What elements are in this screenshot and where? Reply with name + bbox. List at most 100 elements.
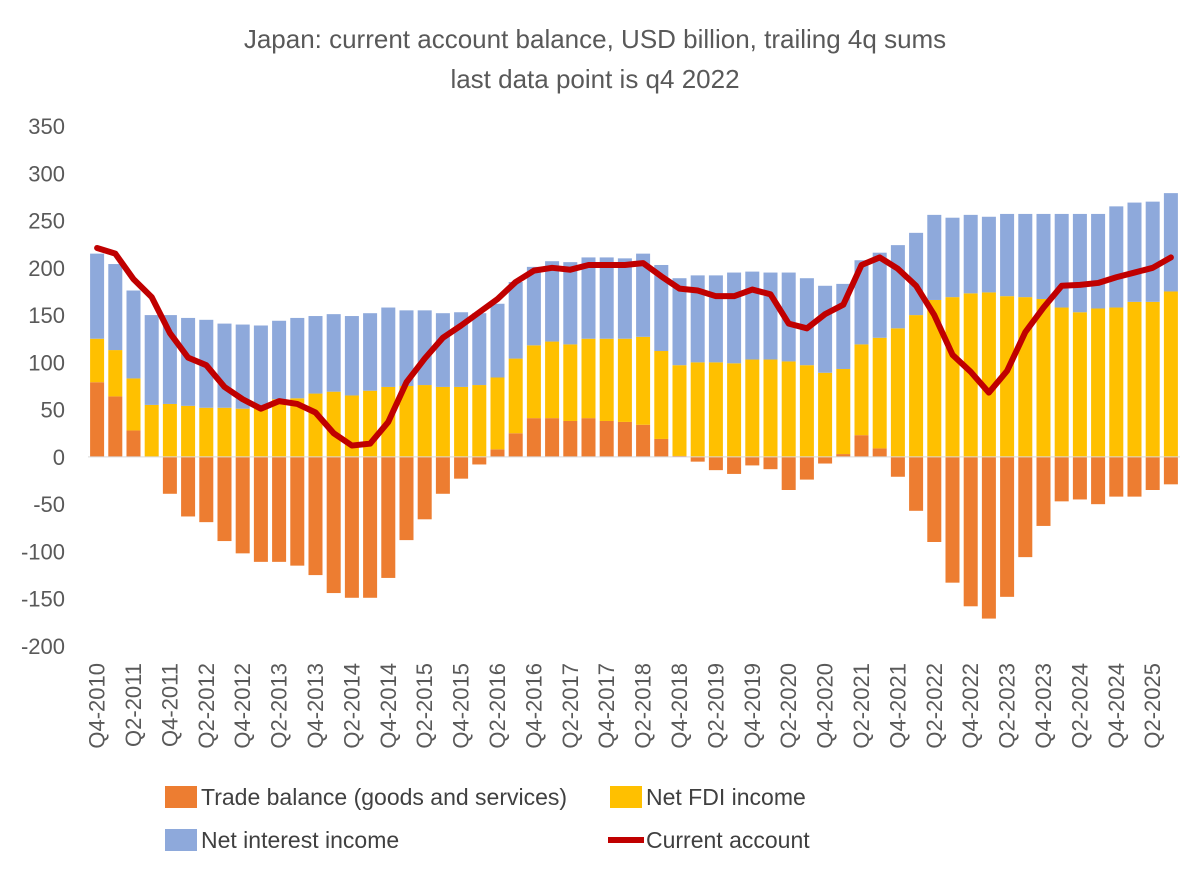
bar-net-fdi-income-q4-2021 (890, 328, 905, 457)
bar-trade-balance-goods-and-services-q2-2014 (344, 456, 359, 598)
x-tick-label: Q4-2015 (449, 663, 474, 749)
bar-trade-balance-goods-and-services-q3-2012 (217, 456, 232, 542)
bar-net-interest-income-q2-2018 (636, 253, 651, 337)
bar-trade-balance-goods-and-services-q1-2012 (181, 456, 196, 517)
bar-trade-balance-goods-and-services-q3-2014 (363, 456, 378, 598)
bar-net-fdi-income-q3-2018 (654, 351, 669, 439)
bar-trade-balance-goods-and-services-q2-2020 (781, 456, 796, 490)
x-tick-label: Q2-2015 (412, 663, 437, 749)
bar-net-fdi-income-q1-2016 (472, 385, 487, 457)
bar-net-fdi-income-q2-2023 (1000, 296, 1015, 457)
bar-net-fdi-income-q3-2015 (435, 386, 450, 457)
bar-trade-balance-goods-and-services-q4-2010 (90, 382, 105, 457)
bar-trade-balance-goods-and-services-q1-2021 (836, 454, 851, 457)
bar-net-fdi-income-q1-2017 (545, 341, 560, 419)
x-tick-label: Q4-2020 (813, 663, 838, 749)
legend-swatch (610, 786, 642, 808)
bar-net-fdi-income-q1-2011 (108, 350, 123, 397)
legend-swatch (165, 786, 197, 808)
bar-net-fdi-income-q4-2015 (454, 386, 469, 457)
bar-trade-balance-goods-and-services-q4-2019 (745, 456, 760, 466)
bar-net-fdi-income-q1-2024 (1054, 307, 1069, 457)
bar-trade-balance-goods-and-services-q1-2017 (545, 418, 560, 457)
bar-net-fdi-income-q4-2017 (599, 338, 614, 421)
bar-net-interest-income-q3-2019 (727, 272, 742, 364)
bar-net-interest-income-q4-2012 (235, 324, 250, 409)
bar-net-fdi-income-q3-2017 (581, 338, 596, 419)
bar-net-fdi-income-q3-2022 (945, 297, 960, 457)
bar-trade-balance-goods-and-services-q1-2024 (1054, 456, 1069, 502)
bar-net-fdi-income-q2-2020 (781, 361, 796, 457)
bar-net-interest-income-q3-2025 (1163, 193, 1178, 292)
bar-net-interest-income-q2-2024 (1072, 213, 1087, 313)
bar-net-interest-income-q3-2012 (217, 323, 232, 408)
bar-net-interest-income-q1-2019 (690, 275, 705, 363)
bar-net-interest-income-q4-2010 (90, 253, 105, 339)
bar-net-interest-income-q3-2017 (581, 257, 596, 339)
bar-net-fdi-income-q3-2024 (1091, 308, 1106, 457)
bar-net-fdi-income-q1-2014 (326, 391, 341, 457)
y-tick-label: 250 (28, 209, 65, 234)
y-tick-label: -150 (21, 587, 65, 612)
bar-trade-balance-goods-and-services-q2-2021 (854, 435, 869, 457)
bar-net-interest-income-q3-2024 (1091, 213, 1106, 309)
x-tick-label: Q4-2021 (885, 663, 910, 749)
bar-net-fdi-income-q1-2013 (253, 405, 268, 457)
bar-net-interest-income-q1-2020 (763, 272, 778, 360)
bar-trade-balance-goods-and-services-q2-2018 (636, 424, 651, 457)
x-tick-label: Q2-2012 (194, 663, 219, 749)
bar-net-interest-income-q3-2016 (508, 282, 523, 359)
line-current-account (94, 244, 1174, 449)
bar-net-fdi-income-q3-2013 (290, 398, 305, 457)
bar-net-interest-income-q4-2016 (526, 266, 541, 346)
bar-trade-balance-goods-and-services-q3-2015 (435, 456, 450, 494)
bar-trade-balance-goods-and-services-q3-2018 (654, 438, 669, 457)
bar-net-fdi-income-q2-2018 (636, 336, 651, 425)
bar-trade-balance-goods-and-services-q4-2024 (1109, 456, 1124, 497)
x-tick-label: Q2-2021 (849, 663, 874, 749)
legend-label: Current account (646, 827, 810, 853)
bar-trade-balance-goods-and-services-q1-2013 (253, 456, 268, 562)
bar-net-interest-income-q4-2014 (381, 307, 396, 387)
bar-net-fdi-income-q4-2018 (672, 365, 687, 456)
x-tick-label: Q4-2022 (958, 663, 983, 749)
x-tick-label: Q2-2025 (1140, 663, 1165, 749)
bar-net-interest-income-q3-2021 (872, 252, 887, 338)
bar-net-fdi-income-q3-2019 (727, 363, 742, 457)
bar-net-interest-income-q4-2023 (1036, 213, 1051, 300)
bar-net-interest-income-q2-2023 (1000, 213, 1015, 297)
bar-net-interest-income-q2-2016 (490, 303, 505, 378)
bar-trade-balance-goods-and-services-q3-2016 (508, 433, 523, 457)
bar-net-interest-income-q3-2023 (1018, 213, 1033, 298)
y-tick-label: 150 (28, 303, 65, 328)
bar-net-interest-income-q1-2013 (253, 325, 268, 406)
x-tick-label: Q4-2018 (667, 663, 692, 749)
bar-net-fdi-income-q2-2022 (927, 299, 942, 457)
bar-trade-balance-goods-and-services-q3-2021 (872, 448, 887, 457)
bar-net-interest-income-q3-2013 (290, 317, 305, 399)
bar-trade-balance-goods-and-services-q2-2019 (708, 456, 723, 471)
legend-item-net-interest-income: Net interest income (165, 827, 399, 853)
x-tick-label: Q2-2017 (558, 663, 583, 749)
bar-net-interest-income-q4-2021 (890, 245, 905, 329)
x-tick-label: Q2-2014 (339, 663, 364, 749)
bar-net-interest-income-q3-2011 (144, 315, 159, 405)
bar-net-fdi-income-q4-2016 (526, 345, 541, 419)
bar-net-interest-income-q1-2017 (545, 261, 560, 342)
bar-net-fdi-income-q4-2024 (1109, 307, 1124, 457)
bar-net-interest-income-q2-2017 (563, 262, 578, 345)
bar-net-interest-income-q4-2013 (308, 316, 323, 394)
bar-net-fdi-income-q2-2017 (563, 344, 578, 421)
bar-net-interest-income-q3-2018 (654, 264, 669, 352)
bar-trade-balance-goods-and-services-q1-2015 (399, 456, 414, 541)
bar-trade-balance-goods-and-services-q1-2014 (326, 456, 341, 594)
bar-trade-balance-goods-and-services-q3-2017 (581, 418, 596, 457)
bar-net-fdi-income-q3-2020 (799, 365, 814, 457)
bar-trade-balance-goods-and-services-q4-2011 (162, 456, 177, 494)
bar-net-fdi-income-q1-2019 (690, 362, 705, 457)
bar-net-fdi-income-q1-2023 (981, 292, 996, 457)
bar-trade-balance-goods-and-services-q2-2012 (199, 456, 214, 523)
bar-net-interest-income-q4-2020 (818, 285, 833, 373)
bar-trade-balance-goods-and-services-q3-2019 (727, 456, 742, 474)
